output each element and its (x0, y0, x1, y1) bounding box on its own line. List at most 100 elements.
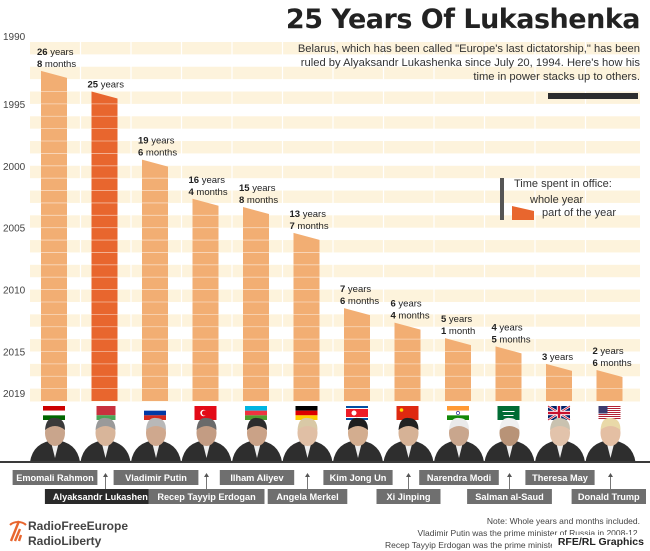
leader-name: Salman al-Saud (475, 492, 543, 502)
portrait (282, 417, 333, 462)
leader-name: Ilham Aliyev (230, 473, 284, 483)
name-labels: Emomali Rahmon Alyaksandr Lukashenka Vladi… (12, 470, 646, 504)
credit: RFE/RL Graphics (551, 535, 650, 550)
leader-name-box (12, 470, 98, 485)
bar-years-label: 16 years (189, 175, 226, 186)
bar-years-label: 26 years (37, 47, 74, 58)
name-label: Recep Tayyip Erdogan (148, 473, 265, 504)
bar-years-label: 13 years (290, 209, 327, 220)
flag-india (447, 406, 469, 420)
portrait (80, 417, 131, 462)
year-band (30, 153, 640, 167)
portrait (333, 417, 383, 462)
bar (495, 346, 522, 401)
footnote-line-2: Vladimir Putin was the prime minister of… (417, 528, 640, 538)
leader-name: Recep Tayyip Erdogan (157, 492, 256, 502)
portrait (434, 417, 484, 462)
bar-years-label: 3 years (542, 352, 573, 363)
y-tick-label: 2005 (3, 224, 26, 235)
year-bands (30, 42, 640, 402)
name-label: Xi Jinping (376, 473, 441, 504)
bar-years-label: 5 years (441, 314, 472, 325)
leader-name: Theresa May (532, 473, 589, 483)
bar-years-label: 25 years (88, 80, 125, 91)
bar-years-label: 4 years (492, 322, 523, 333)
y-tick-label: 2000 (3, 162, 26, 173)
leader-name: Alyaksandr Lukashenka (53, 492, 159, 502)
bar-months-label: 6 months (593, 358, 632, 369)
bar-months-label: 8 months (37, 59, 76, 70)
leader-name-box (44, 489, 167, 504)
leader-name: Narendra Modi (427, 473, 491, 483)
name-label: Theresa May (525, 470, 595, 485)
flag-germany (295, 406, 318, 420)
portraits (30, 417, 636, 462)
legend-whole-year-label: whole year (530, 194, 584, 206)
bar (142, 159, 168, 401)
portrait (232, 417, 282, 462)
portrait (30, 417, 80, 462)
bar-months-label: 1 month (441, 326, 475, 337)
leader-name-box (525, 470, 595, 485)
bar-group: 25 years (88, 80, 125, 401)
leader-name-box (467, 489, 552, 504)
name-label: Ilham Aliyev (219, 470, 295, 485)
year-band (30, 264, 640, 278)
y-tick-label: 1995 (3, 100, 26, 111)
year-band (30, 326, 640, 340)
year-band (30, 351, 640, 365)
bar-years-label: 19 years (138, 136, 175, 147)
leader-name-box (267, 489, 348, 504)
footnote-line-1: Note: Whole years and months included. (486, 516, 640, 526)
name-label: Angela Merkel (267, 473, 348, 504)
bar (192, 198, 219, 401)
year-band (30, 42, 640, 55)
name-label: Salman al-Saud (467, 473, 552, 504)
year-band (30, 79, 640, 93)
bar-months-label: 4 months (189, 187, 228, 198)
y-axis: 1990 1995 2000 2005 2010 2015 2019 (3, 32, 26, 400)
name-label: Emomali Rahmon (12, 470, 98, 485)
bar (546, 363, 572, 401)
rferl-logo-icon (9, 520, 27, 542)
footnote-line-3: Recep Tayyip Erdogan was the prime minis… (385, 540, 640, 550)
y-tick-label: 2010 (3, 286, 26, 297)
year-band (30, 54, 640, 68)
flag-russia (144, 406, 166, 420)
year-band (30, 339, 640, 352)
footnote: Note: Whole years and months included. V… (340, 515, 640, 551)
name-label: Alyaksandr Lukashenka (44, 473, 167, 504)
year-band (30, 227, 640, 241)
leader-name-box (113, 470, 199, 485)
portrait (484, 417, 535, 462)
year-band (30, 314, 640, 328)
portrait (383, 417, 434, 462)
portrait (131, 417, 181, 462)
portrait (585, 417, 636, 462)
bar-months-label: 6 months (340, 296, 379, 307)
legend-part-swatch (512, 206, 534, 220)
name-label: Vladimir Putin (113, 470, 199, 485)
name-label: Donald Trump (571, 473, 646, 504)
year-band (30, 165, 640, 179)
year-band (30, 363, 640, 377)
flag-united-states (598, 406, 621, 420)
bar-years-label: 15 years (239, 183, 276, 194)
year-band (30, 388, 640, 402)
bar-years-label: 6 years (391, 299, 422, 310)
y-tick-label: 2019 (3, 389, 26, 400)
leader-name-box (323, 470, 393, 485)
year-band (30, 190, 640, 204)
bar-group: 3 years (542, 352, 573, 401)
legend-rule (500, 178, 504, 220)
title-divider (548, 93, 638, 99)
year-band (30, 141, 640, 154)
leader-name-box (219, 470, 295, 485)
y-tick-label: 2015 (3, 347, 26, 358)
